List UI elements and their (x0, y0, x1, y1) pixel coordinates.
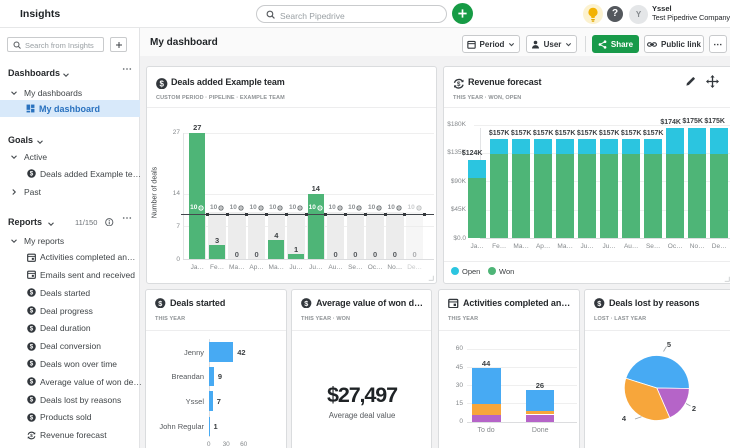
svg-text:$: $ (30, 361, 34, 368)
svg-text:$: $ (30, 379, 34, 386)
svg-text:$: $ (304, 298, 308, 307)
svg-text:$: $ (457, 80, 461, 87)
svg-text:$: $ (30, 290, 34, 297)
svg-text:$: $ (30, 433, 33, 439)
svg-text:$: $ (30, 170, 34, 177)
svg-text:$: $ (30, 397, 34, 404)
svg-text:$: $ (158, 298, 162, 307)
svg-text:$: $ (30, 325, 34, 332)
svg-text:$: $ (30, 414, 34, 421)
svg-text:$: $ (30, 343, 34, 350)
svg-text:$: $ (160, 79, 165, 88)
svg-text:$: $ (30, 308, 34, 315)
svg-text:$: $ (597, 298, 601, 307)
